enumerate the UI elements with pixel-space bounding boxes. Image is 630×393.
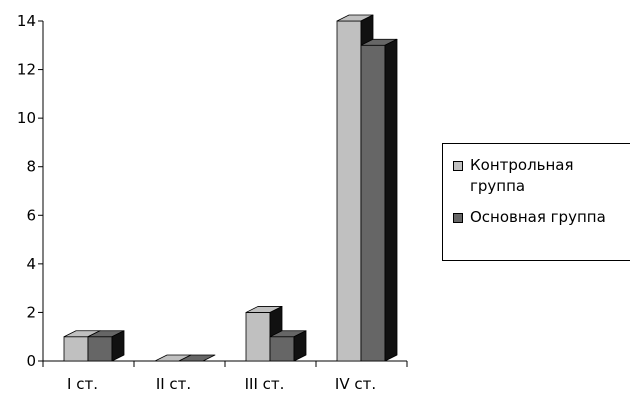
y-tick-label-3: 6 xyxy=(26,206,36,224)
y-tick-label-4: 8 xyxy=(26,158,36,176)
bar-front-0-0 xyxy=(64,337,88,361)
legend-item-main: Основная группа xyxy=(453,207,606,228)
y-tick-label-1: 2 xyxy=(26,303,36,321)
legend-item-control: Контрольная группа xyxy=(453,155,603,197)
y-tick-label-7: 14 xyxy=(17,12,36,30)
x-tick-label-3: IV ст. xyxy=(335,375,376,393)
chart-bars xyxy=(64,15,397,361)
y-tick-label-5: 10 xyxy=(17,109,36,127)
legend-label-control: Контрольная группа xyxy=(453,155,603,197)
chart-legend: Контрольная группа Основная группа xyxy=(442,143,630,261)
x-tick-label-1: II ст. xyxy=(156,375,191,393)
bar-0-1 xyxy=(88,331,124,361)
bar-front-2-1 xyxy=(270,337,294,361)
bar-3-1 xyxy=(361,39,397,361)
bar-side-3-1 xyxy=(385,39,397,361)
y-tick-label-2: 4 xyxy=(26,255,36,273)
legend-swatch-main xyxy=(453,213,463,223)
bar-front-2-0 xyxy=(246,312,270,361)
bar-front-0-1 xyxy=(88,337,112,361)
y-tick-label-6: 12 xyxy=(17,61,36,79)
legend-swatch-control xyxy=(453,161,463,171)
bar-front-3-0 xyxy=(337,21,361,361)
legend-label-main: Основная группа xyxy=(453,207,606,228)
x-tick-label-0: I ст. xyxy=(67,375,98,393)
bar-front-3-1 xyxy=(361,45,385,361)
bar-2-1 xyxy=(270,331,306,361)
x-tick-label-2: III ст. xyxy=(245,375,285,393)
y-tick-label-0: 0 xyxy=(26,352,36,370)
